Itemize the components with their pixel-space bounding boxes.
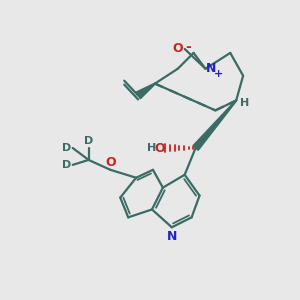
- Text: O: O: [172, 42, 183, 56]
- Polygon shape: [136, 83, 155, 99]
- Text: D: D: [84, 136, 93, 146]
- Text: D: D: [62, 143, 71, 153]
- Text: O: O: [154, 142, 165, 154]
- Text: D: D: [62, 160, 71, 170]
- Text: N: N: [206, 62, 217, 75]
- Text: H: H: [241, 98, 250, 108]
- Text: N: N: [167, 230, 177, 243]
- Polygon shape: [193, 100, 237, 150]
- Text: -: -: [185, 40, 191, 54]
- Text: +: +: [214, 69, 223, 79]
- Text: H: H: [147, 143, 157, 153]
- Text: O: O: [105, 156, 116, 170]
